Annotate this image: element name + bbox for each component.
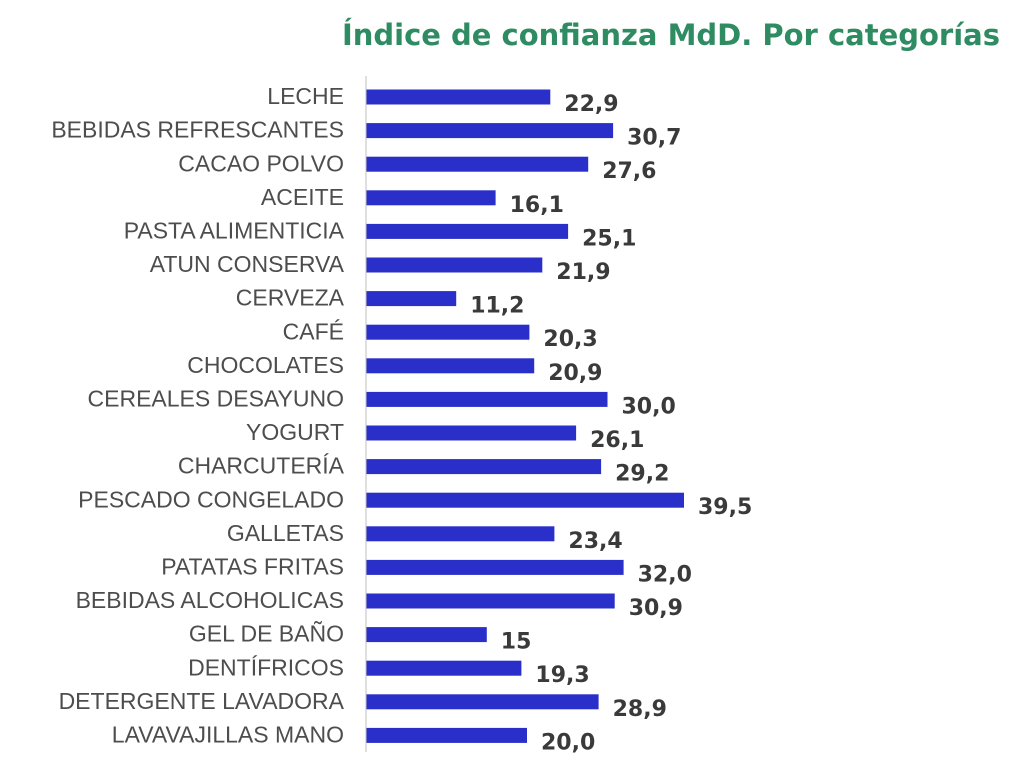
category-label: CHOCOLATES [187, 352, 344, 378]
bar-16 [366, 627, 487, 643]
value-label: 11,2 [470, 294, 524, 319]
value-label: 29,2 [615, 462, 669, 487]
bar-18 [366, 694, 599, 710]
bar-12 [366, 492, 684, 508]
value-label: 20,9 [548, 361, 602, 386]
category-label: PESCADO CONGELADO [78, 486, 344, 512]
bar-3 [366, 190, 496, 206]
bar-6 [366, 291, 457, 307]
value-label: 19,3 [535, 663, 589, 688]
category-label: CERVEZA [236, 285, 345, 311]
value-label: 23,4 [568, 529, 622, 554]
bar-14 [366, 559, 624, 575]
bar-1 [366, 123, 614, 139]
bar-13 [366, 526, 555, 542]
category-label: YOGURT [246, 419, 344, 445]
value-label: 22,9 [564, 92, 618, 117]
category-label: PASTA ALIMENTICIA [124, 217, 345, 243]
value-label: 20,0 [541, 730, 595, 755]
bar-19 [366, 727, 527, 743]
category-label: BEBIDAS ALCOHOLICAS [76, 587, 344, 613]
value-label: 27,6 [602, 159, 656, 184]
value-label: 30,7 [627, 126, 681, 151]
category-label: ATUN CONSERVA [150, 251, 345, 277]
category-label: LECHE [267, 83, 344, 109]
category-label: GEL DE BAÑO [189, 621, 344, 647]
category-label: BEBIDAS REFRESCANTES [51, 117, 344, 143]
value-label: 25,1 [582, 226, 636, 251]
category-label: PATATAS FRITAS [161, 553, 344, 579]
category-label: ACEITE [261, 184, 344, 210]
value-label: 30,0 [622, 394, 676, 419]
value-label: 30,9 [629, 596, 683, 621]
value-label: 39,5 [698, 495, 752, 520]
value-label: 26,1 [590, 428, 644, 453]
bar-5 [366, 257, 543, 273]
category-label: CEREALES DESAYUNO [88, 385, 344, 411]
bar-0 [366, 89, 551, 105]
bar-8 [366, 358, 535, 374]
bar-11 [366, 459, 602, 475]
value-label: 20,3 [543, 327, 597, 352]
bar-4 [366, 223, 569, 239]
bar-9 [366, 391, 608, 407]
bar-7 [366, 324, 530, 340]
chart-title: Índice de confianza MdD. Por categorías [341, 18, 1000, 52]
bar-17 [366, 660, 522, 676]
bar-2 [366, 156, 589, 172]
value-labels-group: 22,9 30,7 27,6 16,1 25,1 21,9 11,2 20,3 20,9 30,0… [470, 92, 752, 755]
category-labels-group: LECHE BEBIDAS REFRESCANTES CACAO POLVO ACEI… [51, 83, 344, 747]
category-label: DENTÍFRICOS [188, 654, 344, 680]
value-label: 21,9 [556, 260, 610, 285]
value-label: 32,0 [638, 562, 692, 587]
category-label: CACAO POLVO [178, 150, 344, 176]
category-label: LAVAVAJILLAS MANO [112, 721, 344, 747]
category-label: DETERGENTE LAVADORA [59, 688, 345, 714]
bars-group [366, 89, 684, 743]
bar-15 [366, 593, 615, 609]
bar-10 [366, 425, 577, 441]
category-label: CAFÉ [283, 318, 344, 344]
value-label: 15 [501, 630, 532, 655]
value-label: 16,1 [510, 193, 564, 218]
category-label: CHARCUTERÍA [178, 453, 345, 479]
category-label: GALLETAS [227, 520, 344, 546]
value-label: 28,9 [613, 697, 667, 722]
